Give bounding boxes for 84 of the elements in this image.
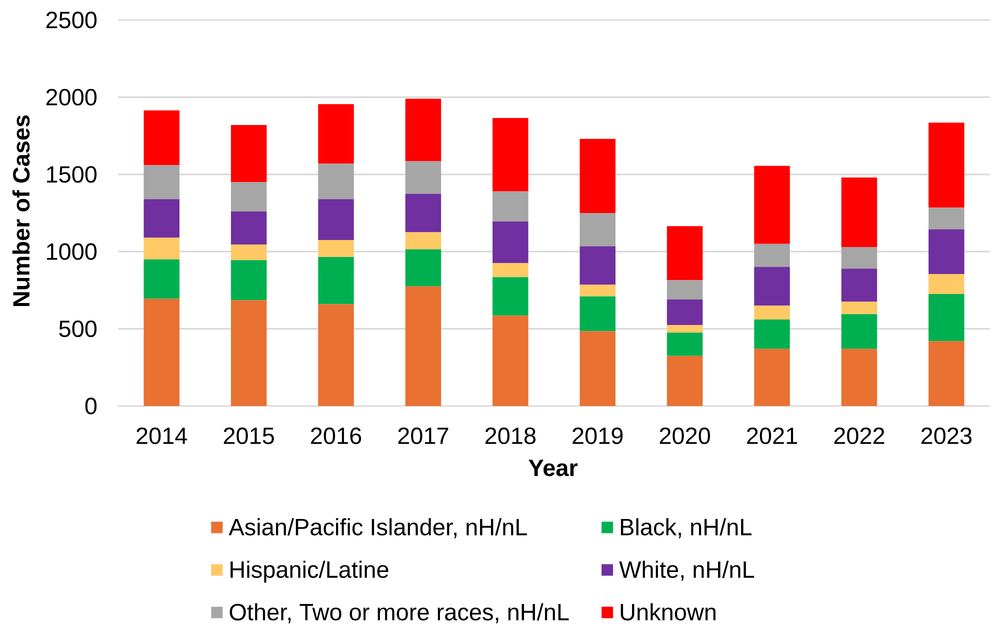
- bar: [841, 348, 878, 406]
- y-axis-title: Number of Cases: [12, 115, 30, 306]
- bar: [580, 246, 616, 285]
- bar: [754, 306, 790, 320]
- x-tick-label: 2018: [485, 428, 536, 444]
- bar: [144, 165, 180, 200]
- bar: [841, 268, 878, 302]
- bar: [230, 211, 267, 245]
- bar: [318, 199, 354, 240]
- bar: [230, 244, 267, 260]
- bar: [928, 274, 964, 294]
- bar: [318, 240, 354, 258]
- bar: [841, 177, 878, 247]
- bar: [754, 320, 790, 349]
- bar: [230, 260, 267, 300]
- bar: [492, 118, 528, 192]
- bar: [492, 277, 528, 316]
- x-axis-title: Year: [528, 460, 578, 476]
- bar: [318, 304, 354, 406]
- bar: [144, 259, 180, 299]
- x-tick-label: 2020: [660, 428, 710, 444]
- bar: [928, 208, 964, 230]
- bar: [144, 298, 180, 406]
- bar: [405, 194, 442, 232]
- x-tick-label: 2022: [834, 428, 884, 444]
- bar: [754, 244, 790, 268]
- bar: [580, 296, 616, 332]
- bar: [405, 232, 442, 250]
- bar: [666, 332, 703, 356]
- bar: [492, 316, 528, 406]
- bar: [318, 164, 354, 200]
- bar: [666, 324, 703, 333]
- legend-label: Unknown: [620, 603, 716, 620]
- y-tick-label: 500: [59, 320, 97, 338]
- bar: [492, 263, 528, 278]
- bar: [580, 284, 616, 296]
- legend-label: Other, Two or more races, nH/nL: [230, 603, 569, 624]
- x-tick-label: 2023: [921, 428, 972, 444]
- bar: [666, 356, 703, 406]
- bar: [144, 110, 180, 166]
- bar: [318, 257, 354, 304]
- bar: [405, 249, 442, 286]
- y-tick-label: 0: [85, 398, 97, 414]
- bar: [841, 314, 878, 349]
- bar: [754, 267, 790, 306]
- bar: [230, 182, 267, 212]
- bar: [580, 331, 616, 406]
- bar: [928, 294, 964, 342]
- bar: [666, 226, 703, 280]
- bar: [928, 229, 964, 274]
- bar: [318, 104, 354, 164]
- x-tick-label: 2016: [311, 428, 362, 444]
- bar: [841, 302, 878, 314]
- x-tick-label: 2021: [747, 428, 797, 444]
- bar: [580, 138, 616, 213]
- bar: [405, 161, 442, 194]
- x-tick-label: 2014: [136, 428, 188, 444]
- bar: [841, 246, 878, 269]
- bar: [405, 98, 442, 162]
- bar: [666, 299, 703, 325]
- x-tick-label: 2015: [224, 428, 274, 444]
- bar: [492, 221, 528, 264]
- bar: [666, 280, 703, 300]
- y-tick-label: 1500: [47, 166, 97, 183]
- x-tick-label: 2019: [572, 428, 623, 444]
- bar: [754, 348, 790, 406]
- bar: [928, 122, 964, 208]
- bar: [405, 286, 442, 406]
- y-tick-label: 2500: [46, 12, 97, 28]
- legend-label: White, nH/nL: [619, 560, 754, 581]
- y-tick-label: 2000: [46, 88, 97, 106]
- bar: [144, 199, 180, 238]
- bar: [492, 191, 528, 222]
- bar: [144, 238, 180, 260]
- bar: [754, 166, 790, 244]
- y-tick-label: 1000: [47, 243, 97, 260]
- bar: [580, 212, 616, 246]
- bar: [230, 124, 267, 182]
- legend-label: Asian/Pacific Islander, nH/nL: [228, 518, 527, 538]
- bar: [230, 300, 267, 406]
- legend-label: Black, nH/nL: [620, 518, 752, 538]
- bar: [928, 341, 964, 406]
- legend-label: Hispanic/Latine: [230, 560, 388, 583]
- x-tick-label: 2017: [398, 428, 448, 444]
